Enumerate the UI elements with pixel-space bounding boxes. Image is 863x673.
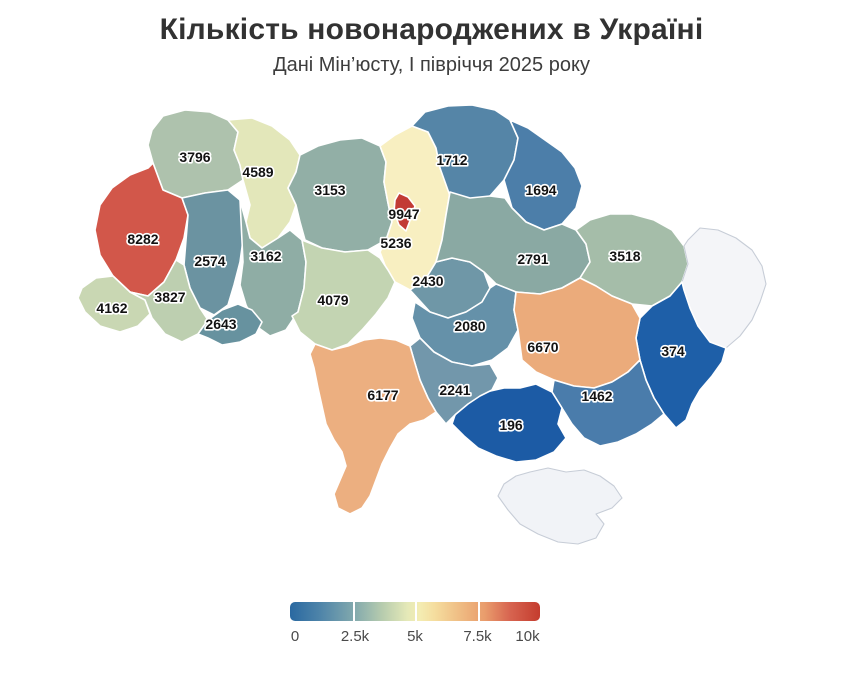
region-value-label-dnipropetrovsk: 6670	[527, 339, 558, 355]
region-value-label-ternopil: 2574	[194, 253, 225, 269]
region-ivano-frankivsk[interactable]	[129, 259, 209, 343]
region-value-label-zaporizhzhia: 1462	[581, 388, 612, 404]
region-zakarpattia[interactable]	[77, 275, 151, 333]
region-value-label-chernihiv: 1712	[436, 152, 467, 168]
legend-tick-label: 5k	[407, 628, 423, 645]
map-container: 3796 4589 3153 5236 9947 1712 1694 8282 2574 3162…	[0, 95, 863, 580]
region-value-label-kherson: 196	[499, 417, 523, 433]
region-value-label-volyn: 3796	[179, 149, 210, 165]
region-value-label-khmelnytskyi: 3162	[250, 248, 281, 264]
region-value-label-kyiv-city: 9947	[388, 206, 419, 222]
legend-tick-label: 10k	[515, 628, 540, 645]
legend-gradient-bar	[290, 602, 540, 621]
legend-separator	[415, 602, 417, 621]
region-value-label-chernivtsi: 2643	[205, 316, 236, 332]
region-value-label-poltava: 2791	[517, 251, 548, 267]
legend-separator	[352, 602, 355, 621]
region-value-label-mykolaiv: 2241	[439, 382, 470, 398]
region-zaporizhzhia[interactable]	[551, 359, 665, 447]
region-value-label-zakarpattia: 4162	[96, 300, 127, 316]
region-value-label-zhytomyr: 3153	[314, 182, 345, 198]
chart-header: Кількість новонароджених в Україні Дані …	[0, 0, 863, 95]
region-value-label-kyiv-oblast: 5236	[380, 235, 411, 251]
legend-tick-label: 0	[290, 628, 300, 645]
region-chernivtsi[interactable]	[197, 303, 263, 346]
legend-tick-label: 2.5k	[340, 628, 370, 645]
region-crimea[interactable]	[497, 467, 623, 545]
region-kyiv-city[interactable]	[393, 192, 416, 232]
chart-title: Кількість новонароджених в Україні	[159, 13, 704, 46]
region-ternopil[interactable]	[181, 189, 247, 316]
chart-subtitle: Дані Мін’юсту, І півріччя 2025 року	[273, 54, 590, 76]
region-odesa[interactable]	[309, 337, 437, 515]
region-vinnytsia[interactable]	[291, 239, 396, 351]
legend-separator	[477, 602, 480, 621]
region-value-label-kharkiv: 3518	[609, 248, 640, 264]
ukraine-choropleth-map: 3796 4589 3153 5236 9947 1712 1694 8282 2574 3162…	[77, 104, 767, 545]
region-value-label-lviv: 8282	[127, 231, 158, 247]
region-value-label-rivne: 4589	[242, 164, 273, 180]
legend-tick-label: 7.5k	[463, 628, 492, 645]
region-value-label-sumy: 1694	[525, 182, 556, 198]
region-value-label-kirovohrad: 2080	[454, 318, 485, 334]
legend-tick-labels: 0 2.5k 5k 7.5k 10k	[290, 628, 540, 648]
region-value-label-cherkasy: 2430	[412, 273, 443, 289]
region-value-label-ivano-frankivsk: 3827	[154, 289, 185, 305]
region-value-label-donetsk: 374	[661, 343, 685, 359]
region-value-label-odesa: 6177	[367, 387, 398, 403]
region-value-label-vinnytsia: 4079	[317, 292, 348, 308]
region-kherson[interactable]	[451, 383, 567, 463]
color-legend: 0 2.5k 5k 7.5k 10k	[290, 602, 540, 648]
